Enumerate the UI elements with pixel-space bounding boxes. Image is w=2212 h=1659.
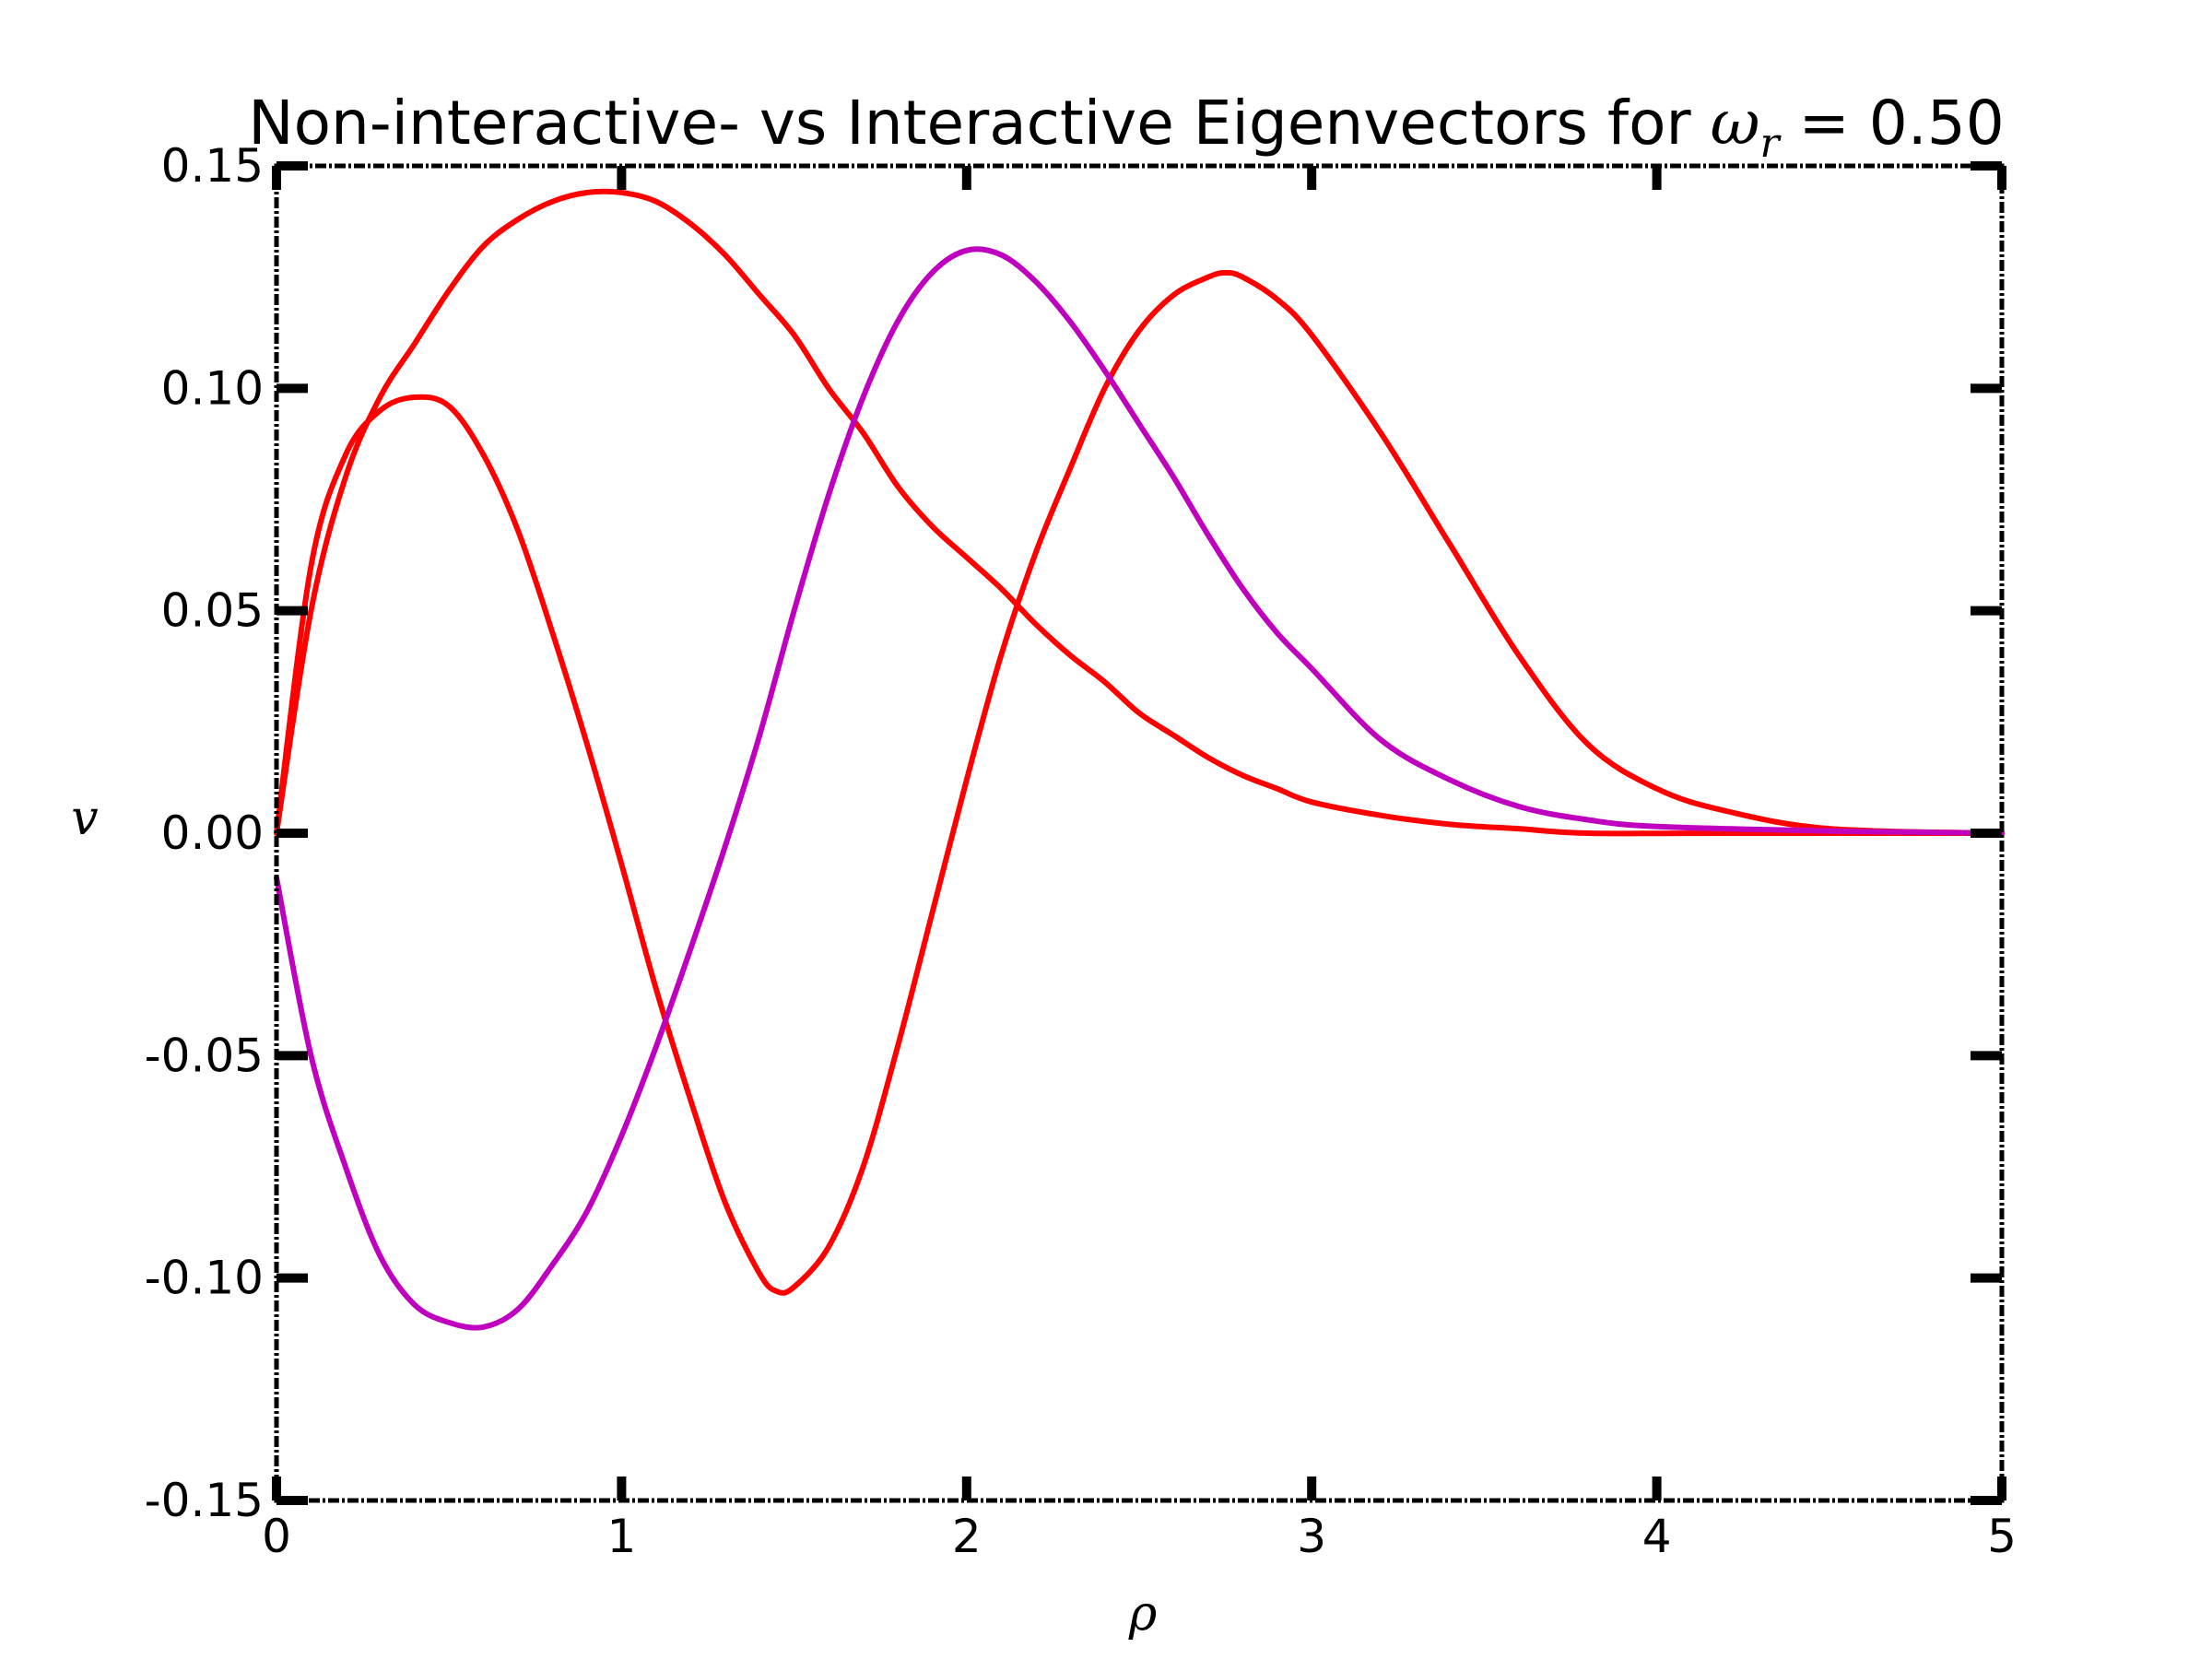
y-tick-label-0: -0.15 — [145, 1474, 264, 1527]
x-tick-label-3: 3 — [1297, 1510, 1326, 1563]
series-line-2 — [274, 269, 2005, 1296]
x-tick-label-4: 4 — [1642, 1510, 1672, 1563]
y-tick-label-4: 0.05 — [161, 584, 264, 638]
y-tick-label-2: -0.05 — [145, 1029, 264, 1082]
title: Non-interactive- vs Interactive Eigenvec… — [248, 88, 2004, 167]
y-tick-label-1: -0.10 — [145, 1252, 264, 1305]
series-line-3 — [274, 246, 2005, 1331]
y-axis-label: v — [71, 791, 98, 846]
x-axis-label: ρ — [1128, 1586, 1158, 1641]
title-suffix: = 0.50 — [1779, 88, 2004, 159]
axes-layer: 0 1 2 3 4 5 -0.15 -0.10 -0.05 0.00 0.05 0.10 0.15 — [145, 139, 2017, 1563]
series-layer — [274, 188, 2005, 1331]
x-tick-label-1: 1 — [606, 1510, 636, 1563]
y-tick-label-5: 0.10 — [161, 361, 264, 415]
y-tick-label-6: 0.15 — [161, 139, 264, 193]
x-tick-label-5: 5 — [1987, 1510, 2017, 1563]
title-omega-symbol: ω — [1711, 88, 1760, 159]
svg-text:Non-interactive- vs Interactiv: Non-interactive- vs Interactive Eigenvec… — [248, 88, 2004, 167]
series-line-1 — [274, 188, 2005, 837]
x-tick-label-0: 0 — [262, 1510, 291, 1563]
title-subscript: r — [1759, 120, 1782, 167]
x-tick-label-2: 2 — [952, 1510, 982, 1563]
y-tick-label-3: 0.00 — [161, 806, 264, 860]
title-prefix: Non-interactive- vs Interactive Eigenvec… — [248, 88, 1710, 159]
